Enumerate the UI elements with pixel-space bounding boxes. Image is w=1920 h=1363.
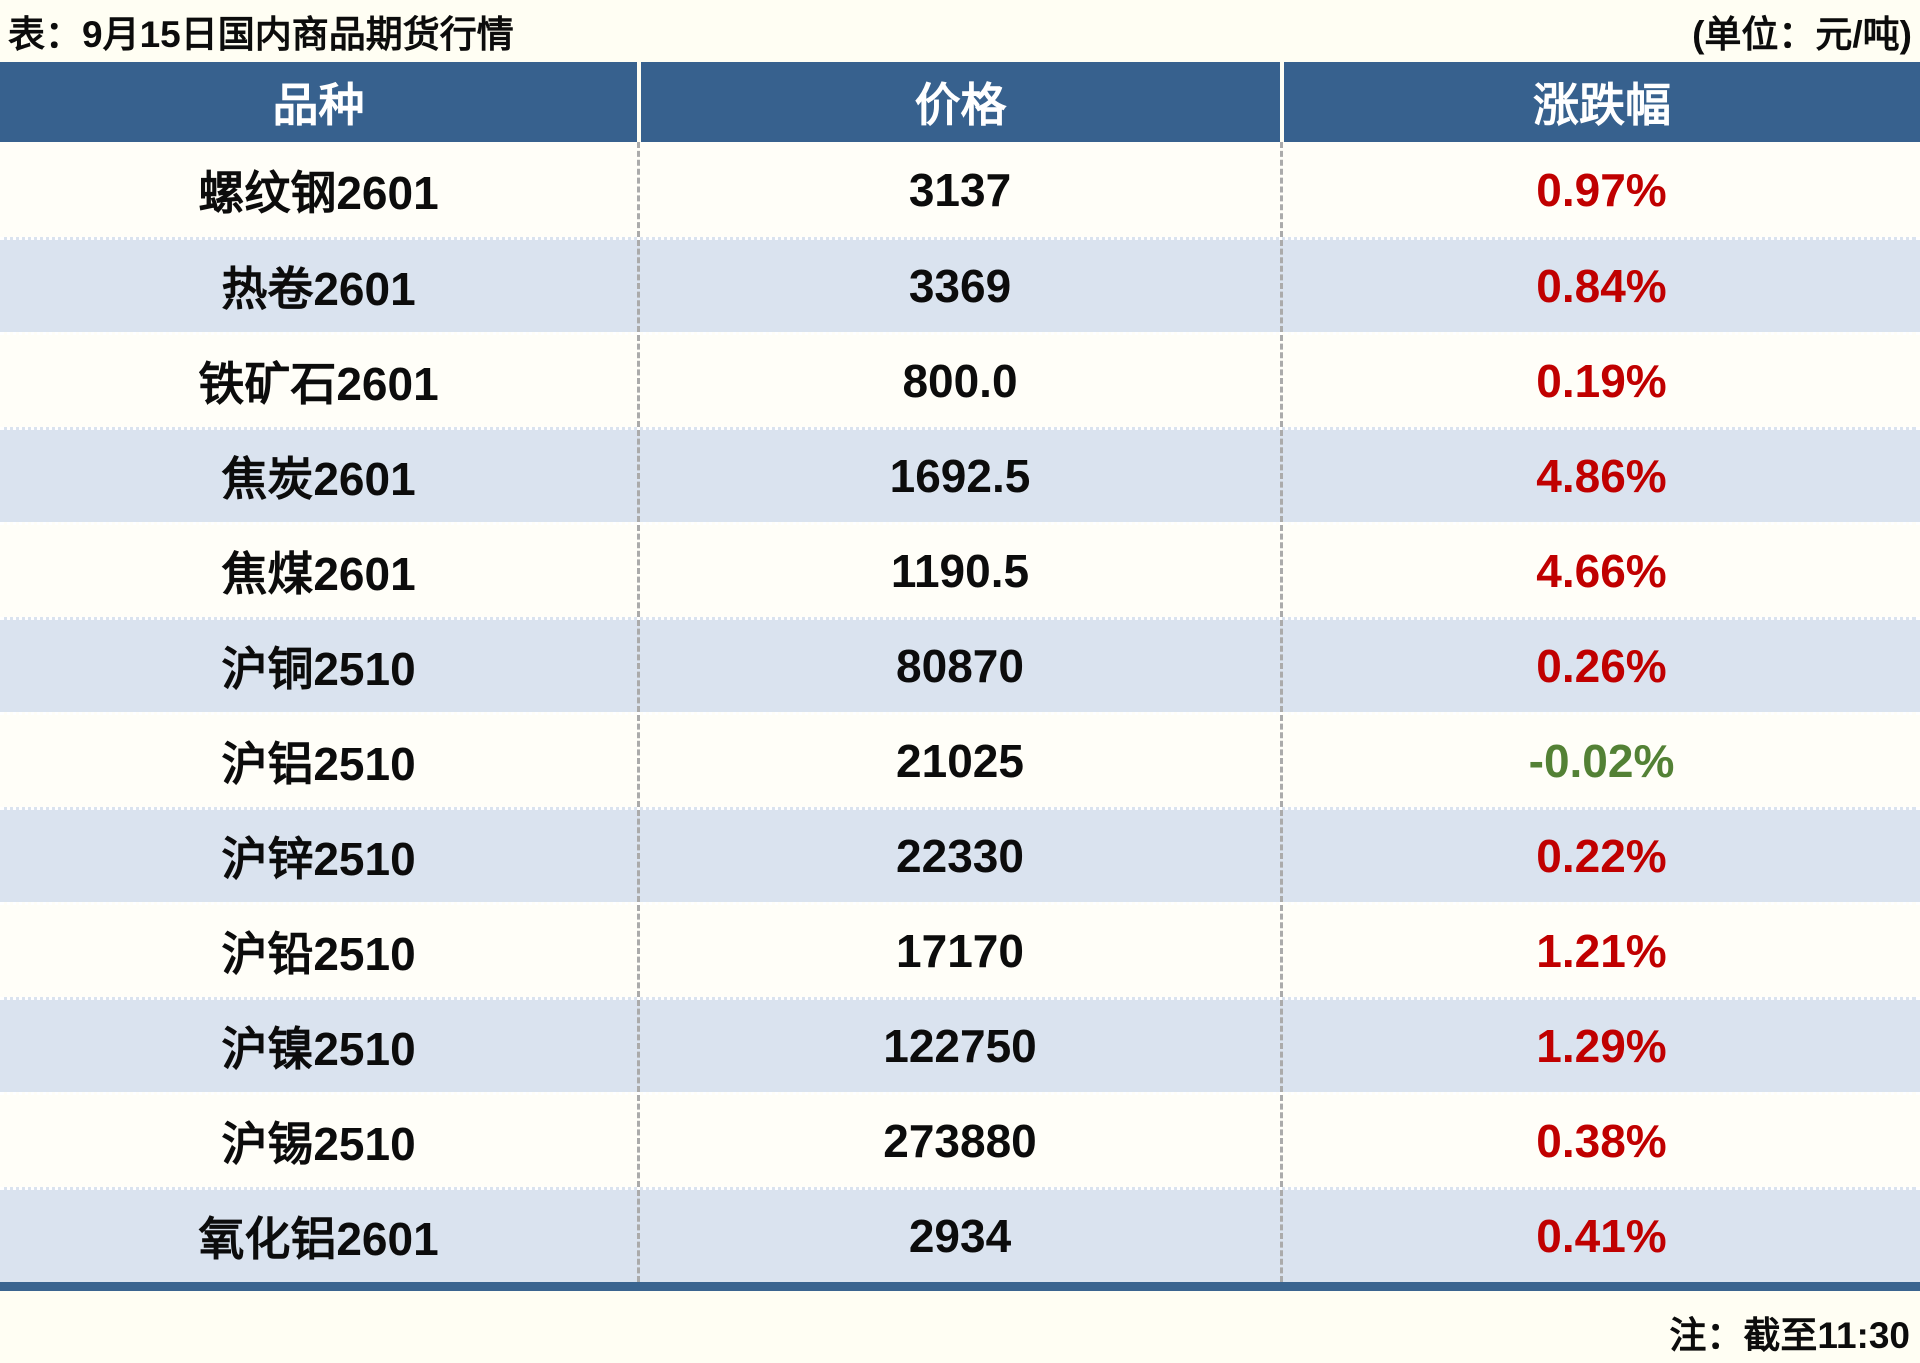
price-cell: 21025 xyxy=(637,715,1280,807)
header-price: 价格 xyxy=(637,62,1280,142)
variety-cell: 沪铜2510 xyxy=(221,643,416,695)
change-cell: 4.66% xyxy=(1280,525,1920,617)
table-row: 沪镍2510 122750 1.29% xyxy=(0,997,1920,1092)
futures-table: 品种 价格 涨跌幅 螺纹钢2601 3137 0.97% 热卷2601 3369… xyxy=(0,62,1920,1291)
variety-cell: 铁矿石2601 xyxy=(198,358,439,410)
change-cell: 1.21% xyxy=(1280,905,1920,997)
page-title: 表：9月15日国内商品期货行情 xyxy=(8,14,514,55)
price-cell: 1190.5 xyxy=(637,525,1280,617)
variety-cell: 焦炭2601 xyxy=(221,453,416,505)
change-cell: 0.41% xyxy=(1280,1190,1920,1282)
change-cell: 0.38% xyxy=(1280,1095,1920,1187)
table-row: 热卷2601 3369 0.84% xyxy=(0,237,1920,332)
change-cell: 0.97% xyxy=(1280,142,1920,237)
table-bottom-rule xyxy=(0,1282,1920,1291)
table-row: 沪锡2510 273880 0.38% xyxy=(0,1092,1920,1187)
variety-cell: 沪锡2510 xyxy=(221,1118,416,1170)
change-cell: 4.86% xyxy=(1280,430,1920,522)
table-row: 沪锌2510 22330 0.22% xyxy=(0,807,1920,902)
change-cell: 0.84% xyxy=(1280,240,1920,332)
variety-cell: 氧化铝2601 xyxy=(198,1213,439,1265)
price-cell: 1692.5 xyxy=(637,430,1280,522)
table-row: 沪铅2510 17170 1.21% xyxy=(0,902,1920,997)
table-row: 沪铝2510 21025 -0.02% xyxy=(0,712,1920,807)
variety-cell: 焦煤2601 xyxy=(221,548,416,600)
table-row: 铁矿石2601 800.0 0.19% xyxy=(0,332,1920,427)
variety-cell: 沪铝2510 xyxy=(221,738,416,790)
table-row: 沪铜2510 80870 0.26% xyxy=(0,617,1920,712)
header-variety: 品种 xyxy=(272,79,365,131)
price-cell: 17170 xyxy=(637,905,1280,997)
title-bar: 表：9月15日国内商品期货行情 (单位：元/吨) xyxy=(0,0,1920,62)
header-change: 涨跌幅 xyxy=(1280,62,1920,142)
change-cell: 0.22% xyxy=(1280,810,1920,902)
price-cell: 80870 xyxy=(637,620,1280,712)
price-cell: 122750 xyxy=(637,1000,1280,1092)
table-row: 焦煤2601 1190.5 4.66% xyxy=(0,522,1920,617)
table-body: 螺纹钢2601 3137 0.97% 热卷2601 3369 0.84% 铁矿石… xyxy=(0,142,1920,1282)
variety-cell: 沪锌2510 xyxy=(221,833,416,885)
table-row: 焦炭2601 1692.5 4.86% xyxy=(0,427,1920,522)
table-row: 氧化铝2601 2934 0.41% xyxy=(0,1187,1920,1282)
unit-label: (单位：元/吨) xyxy=(1692,14,1912,55)
change-cell: 1.29% xyxy=(1280,1000,1920,1092)
change-cell: -0.02% xyxy=(1280,715,1920,807)
price-cell: 273880 xyxy=(637,1095,1280,1187)
price-cell: 3369 xyxy=(637,240,1280,332)
price-cell: 3137 xyxy=(637,142,1280,237)
variety-cell: 沪镍2510 xyxy=(221,1023,416,1075)
table-header-row: 品种 价格 涨跌幅 xyxy=(0,62,1920,142)
price-cell: 2934 xyxy=(637,1190,1280,1282)
variety-cell: 螺纹钢2601 xyxy=(198,166,439,219)
variety-cell: 热卷2601 xyxy=(221,263,416,315)
change-cell: 0.19% xyxy=(1280,335,1920,427)
price-cell: 22330 xyxy=(637,810,1280,902)
table-row: 螺纹钢2601 3137 0.97% xyxy=(0,142,1920,237)
change-cell: 0.26% xyxy=(1280,620,1920,712)
footnote: 注：截至11:30 xyxy=(1669,1315,1910,1356)
price-cell: 800.0 xyxy=(637,335,1280,427)
variety-cell: 沪铅2510 xyxy=(221,928,416,980)
